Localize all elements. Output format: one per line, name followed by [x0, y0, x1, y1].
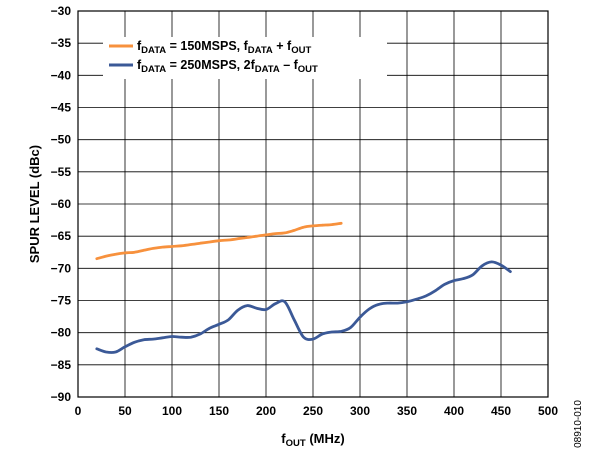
x-tick-label: 50 — [118, 404, 132, 418]
legend-label-part: DATA — [141, 64, 166, 75]
x-tick-label: 400 — [444, 404, 464, 418]
legend-label-part: + f — [273, 39, 292, 53]
x-tick-label: 300 — [350, 404, 370, 418]
legend-label-part: – f — [280, 58, 299, 72]
plot-frame — [77, 10, 549, 398]
legend-label-2: fDATA = 250MSPS, 2fDATA – fOUT — [137, 58, 318, 75]
x-tick-label: 0 — [75, 404, 82, 418]
x-tick-labels: 0 50 100 150 200 250 300 350 400 450 500 — [75, 404, 559, 418]
y-tick-label: −55 — [51, 165, 72, 179]
y-tick-label: −85 — [51, 358, 72, 372]
legend-label-part: f — [137, 58, 142, 72]
y-tick-label: −80 — [51, 326, 72, 340]
y-tick-label: −30 — [51, 4, 72, 18]
legend-label-part: DATA — [255, 64, 280, 75]
y-tick-labels: −30 −35 −40 −45 −50 −55 −60 −65 −70 −75 −80 −85 −90 — [51, 4, 72, 404]
y-tick-label: −40 — [51, 68, 72, 82]
x-tick-label: 150 — [209, 404, 229, 418]
legend-label-part: DATA — [141, 45, 166, 56]
y-tick-label: −90 — [51, 390, 72, 404]
legend-label-part: OUT — [291, 45, 311, 56]
legend-label-part: OUT — [298, 64, 318, 75]
series-line-1 — [95, 221, 343, 261]
y-tick-label: −50 — [51, 133, 72, 147]
x-axis-title-main: f — [281, 431, 286, 446]
y-tick-label: −60 — [51, 197, 72, 211]
y-tick-label: −65 — [51, 229, 72, 243]
y-tick-label: −70 — [51, 261, 72, 275]
x-tick-label: 200 — [256, 404, 276, 418]
legend-label-part: DATA — [248, 45, 273, 56]
x-axis-title-rest: (MHz) — [306, 431, 345, 446]
x-tick-label: 450 — [491, 404, 511, 418]
series-layer — [95, 221, 512, 354]
y-tick-label: −45 — [51, 101, 72, 115]
y-axis-title: SPUR LEVEL (dBc) — [27, 145, 42, 263]
x-axis-title: fOUT (MHz) — [281, 431, 344, 449]
x-tick-label: 500 — [538, 404, 558, 418]
legend-label-part: f — [137, 39, 142, 53]
legend-box — [103, 37, 387, 79]
legend-label-part: = 250MSPS, 2f — [166, 58, 255, 72]
figure-id: 08910-010 — [573, 400, 584, 448]
series-line-2 — [95, 260, 512, 354]
legend-label-part: = 150MSPS, f — [166, 39, 248, 53]
x-tick-label: 250 — [303, 404, 323, 418]
y-tick-label: −75 — [51, 294, 72, 308]
y-tick-label: −35 — [51, 36, 72, 50]
legend-label-1: fDATA = 150MSPS, fDATA + fOUT — [137, 39, 311, 56]
x-tick-label: 350 — [397, 404, 417, 418]
x-axis-title-sub: OUT — [286, 438, 306, 449]
x-tick-label: 100 — [162, 404, 182, 418]
